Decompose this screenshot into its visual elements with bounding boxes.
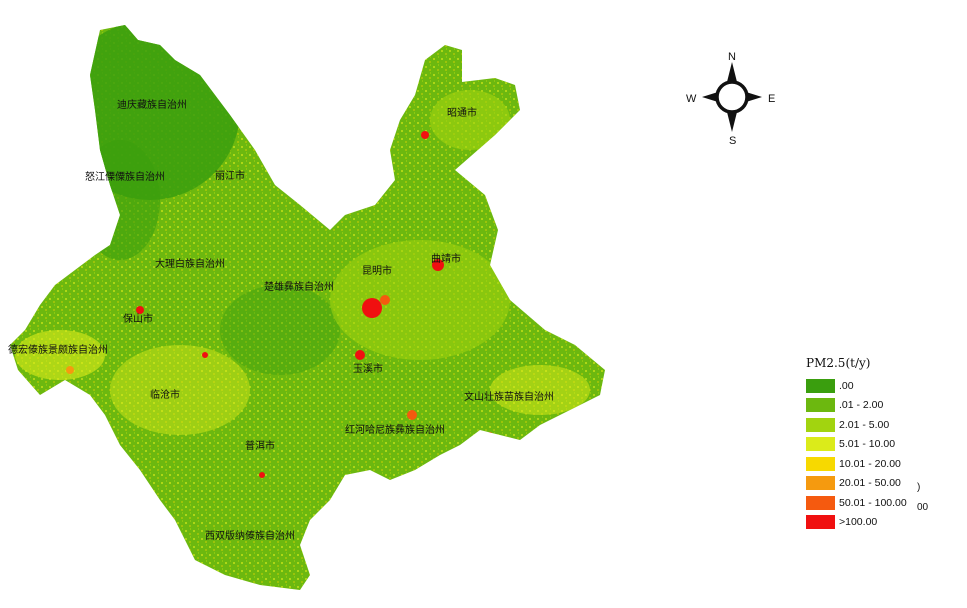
legend-label: 20.01 - 50.00 — [839, 477, 901, 490]
legend-swatch — [806, 398, 835, 413]
city-label-qujing: 曲靖市 — [431, 252, 461, 265]
legend-label: 2.01 - 5.00 — [839, 418, 890, 431]
compass-label-south: S — [729, 135, 736, 147]
legend-label: 10.01 - 20.00 — [839, 457, 901, 470]
legend-label: .00 — [839, 379, 854, 392]
city-label-nujiang: 怒江傈僳族自治州 — [85, 170, 165, 183]
legend-swatch — [806, 456, 835, 471]
city-label-puer: 普洱市 — [245, 439, 275, 452]
legend-label: >100.00 — [839, 516, 878, 529]
legend-swatch — [806, 437, 835, 452]
city-label-yuxi: 玉溪市 — [353, 362, 383, 375]
city-label-diqing: 迪庆藏族自治州 — [117, 98, 187, 111]
north-pointer-icon — [727, 62, 737, 82]
legend-swatch — [806, 495, 835, 510]
clipped-legend-fragment: ) — [917, 482, 921, 493]
city-label-lijiang: 丽江市 — [215, 169, 245, 182]
legend-swatch — [806, 515, 835, 530]
legend-item: 5.01 - 10.00 — [806, 435, 946, 455]
legend-rows: .00 .01 - 2.00 2.01 - 5.00 5.01 - 10.00 10.0… — [806, 376, 946, 532]
legend-item: 50.01 - 100.00 — [806, 493, 946, 513]
legend-label: 5.01 - 10.00 — [839, 438, 896, 451]
city-label-wenshan: 文山壮族苗族自治州 — [464, 390, 554, 403]
legend-title: PM2.5(t/y) — [806, 356, 871, 370]
city-label-kunming: 昆明市 — [362, 264, 392, 277]
city-label-chuxiong: 楚雄彝族自治州 — [264, 280, 334, 293]
legend-item: .00 — [806, 376, 946, 396]
compass-ring-icon — [715, 80, 749, 114]
city-label-dali: 大理白族自治州 — [155, 257, 225, 270]
legend-item: 2.01 - 5.00 — [806, 415, 946, 435]
clipped-legend-fragment: 00 — [917, 502, 929, 513]
city-label-dehong: 德宏傣族景颇族自治州 — [8, 343, 108, 356]
legend-swatch — [806, 476, 835, 491]
city-label-xishuangbanna: 西双版纳傣族自治州 — [205, 529, 295, 542]
city-label-lincang: 临沧市 — [150, 388, 180, 401]
legend-swatch — [806, 378, 835, 393]
legend-label: .01 - 2.00 — [839, 399, 884, 412]
legend-item: .01 - 2.00 — [806, 396, 946, 416]
east-pointer-icon — [746, 92, 762, 102]
city-label-zhaotong: 昭通市 — [447, 106, 477, 119]
map-legend: PM2.5(t/y) .00 .01 - 2.00 2.01 - 5.00 5.01 … — [806, 356, 946, 532]
legend-swatch — [806, 417, 835, 432]
north-arrow-compass: N S E W — [686, 51, 775, 147]
yunnan-map: 迪庆藏族自治州 怒江傈僳族自治州 丽江市 昭通市 大理白族自治州 楚雄彝族自治州… — [8, 25, 605, 590]
west-pointer-icon — [702, 92, 718, 102]
city-label-baoshan: 保山市 — [123, 312, 153, 325]
city-label-honghe: 红河哈尼族彝族自治州 — [345, 423, 445, 436]
legend-label: 50.01 - 100.00 — [839, 496, 907, 509]
compass-label-west: W — [686, 93, 697, 105]
legend-item: 10.01 - 20.00 — [806, 454, 946, 474]
south-pointer-icon — [727, 112, 737, 132]
compass-label-north: N — [728, 51, 736, 63]
compass-label-east: E — [768, 93, 775, 105]
legend-item: >100.00 — [806, 513, 946, 533]
legend-item: 20.01 - 50.00 — [806, 474, 946, 494]
